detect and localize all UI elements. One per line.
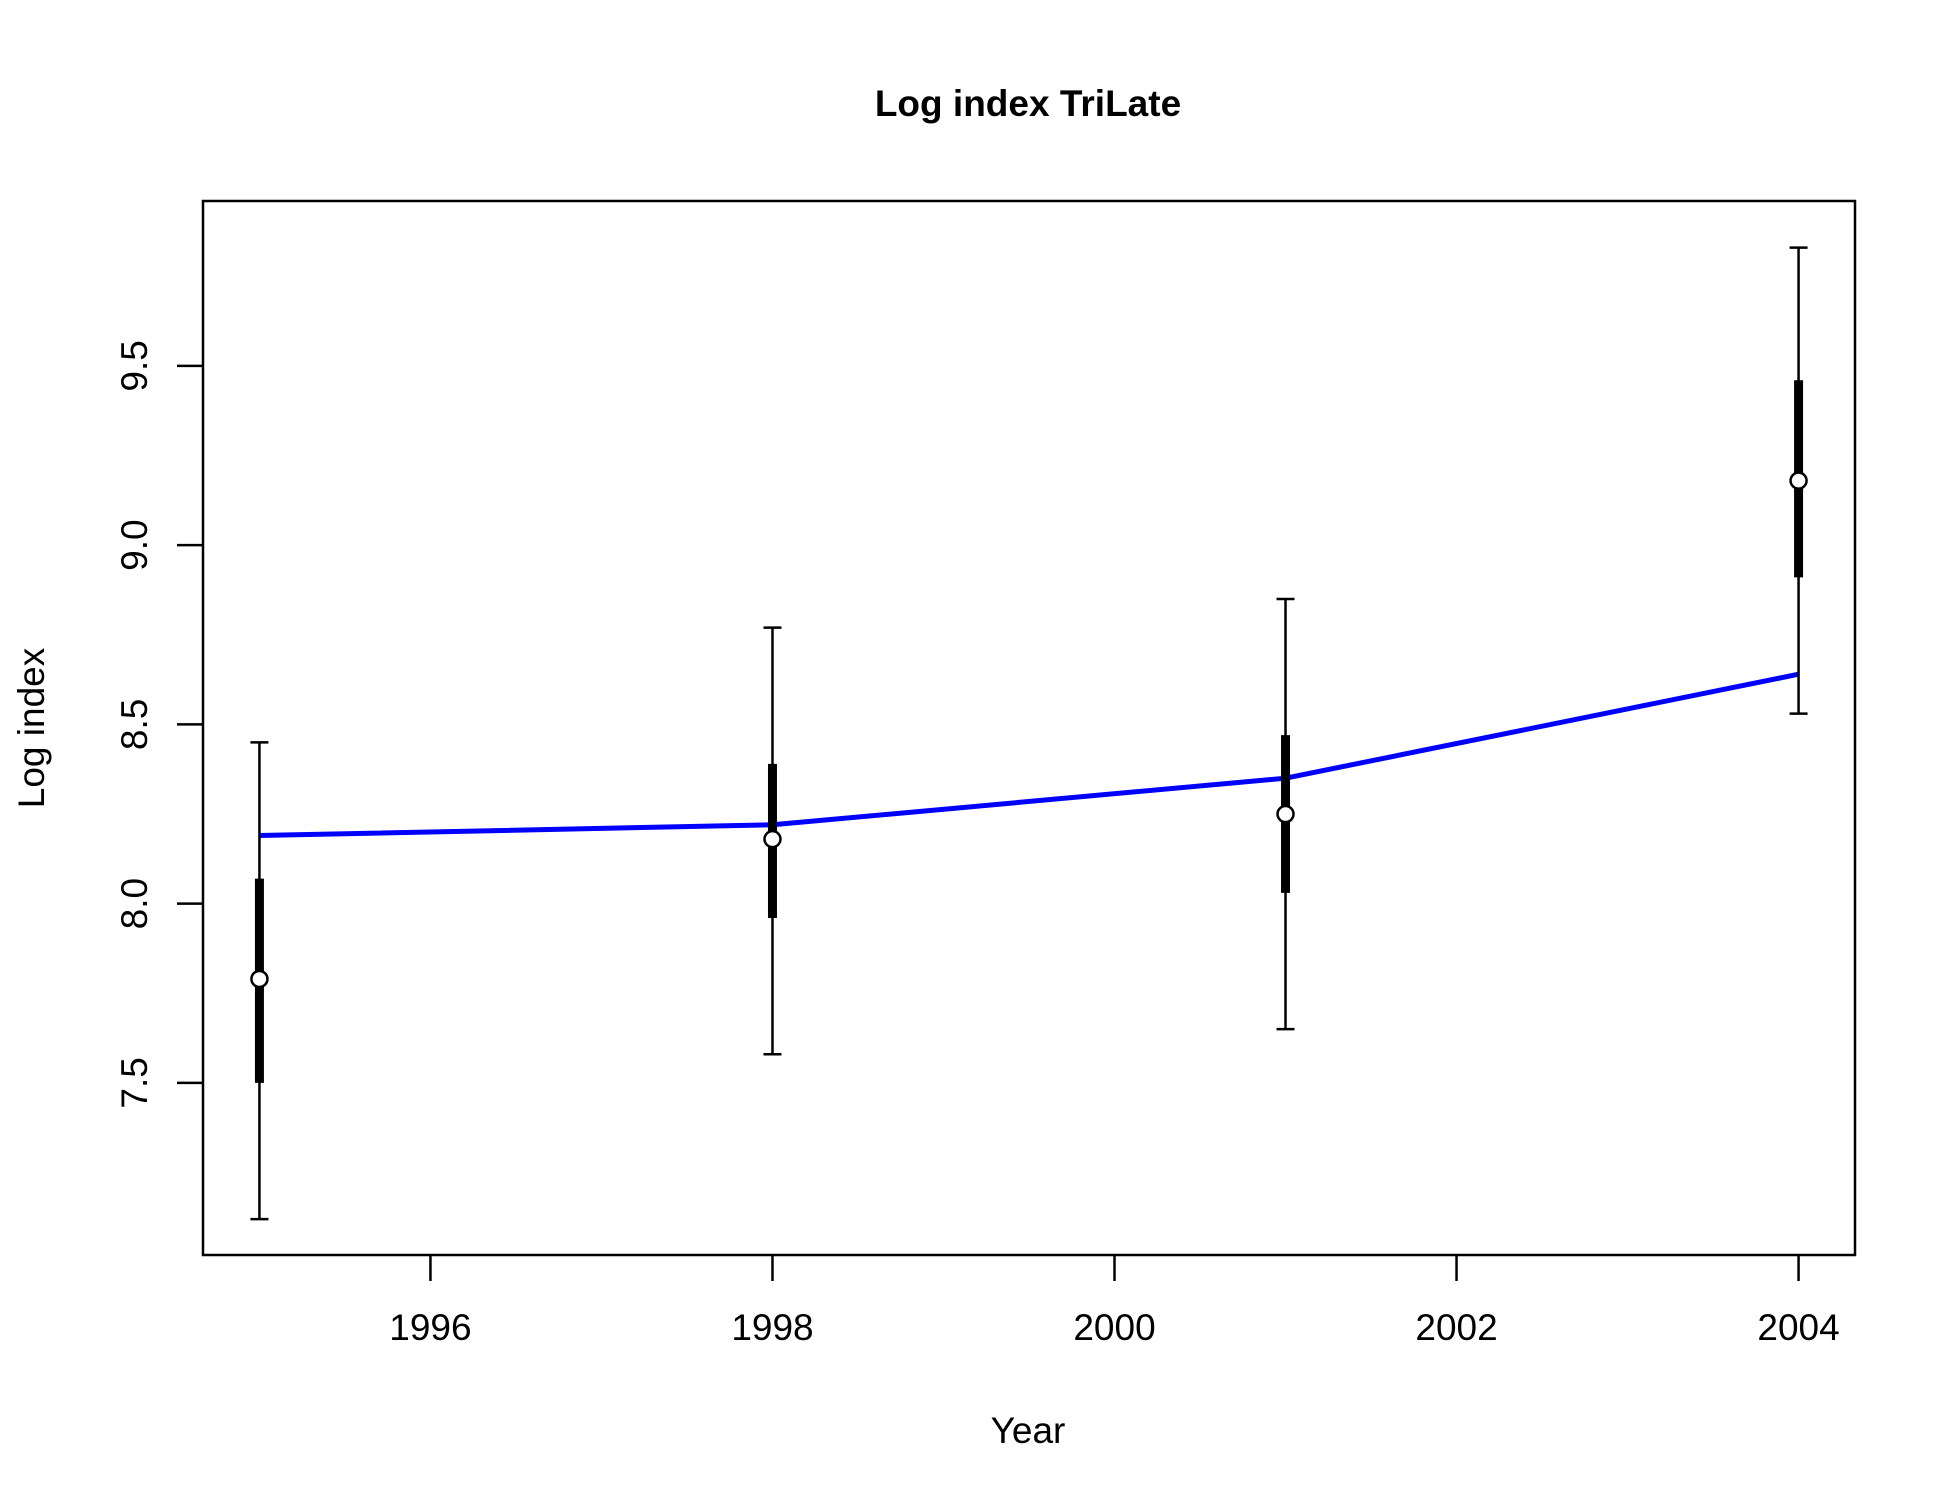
y-tick-label: 8.0 bbox=[114, 878, 155, 929]
observed-point bbox=[250, 969, 269, 989]
x-axis-label: Year bbox=[991, 1410, 1066, 1451]
y-tick-label: 9.0 bbox=[114, 519, 155, 570]
x-axis: 1996 1998 2000 2002 2004 bbox=[389, 1255, 1840, 1348]
observed-points-series bbox=[250, 471, 1808, 989]
observed-point bbox=[1276, 804, 1295, 824]
fitted-line-series bbox=[259, 671, 1800, 839]
x-tick-label: 2000 bbox=[1073, 1307, 1155, 1348]
x-tick-label: 1996 bbox=[389, 1307, 471, 1348]
y-tick-label: 8.5 bbox=[114, 699, 155, 750]
x-tick-label: 2002 bbox=[1415, 1307, 1497, 1348]
chart-title: Log index TriLate bbox=[875, 83, 1181, 124]
y-tick-label: 7.5 bbox=[114, 1057, 155, 1108]
y-axis: 7.5 8.0 8.5 9.0 9.5 bbox=[114, 340, 203, 1109]
error-bar-series bbox=[250, 246, 1808, 1221]
y-axis-label: Log index bbox=[11, 647, 52, 808]
x-tick-label: 1998 bbox=[731, 1307, 813, 1348]
observed-point bbox=[763, 829, 782, 849]
y-tick-label: 9.5 bbox=[114, 340, 155, 391]
plot-frame bbox=[201, 199, 1857, 1257]
fitted-line bbox=[259, 671, 1800, 839]
observed-point bbox=[1789, 471, 1808, 490]
x-tick-label: 2004 bbox=[1757, 1307, 1839, 1348]
